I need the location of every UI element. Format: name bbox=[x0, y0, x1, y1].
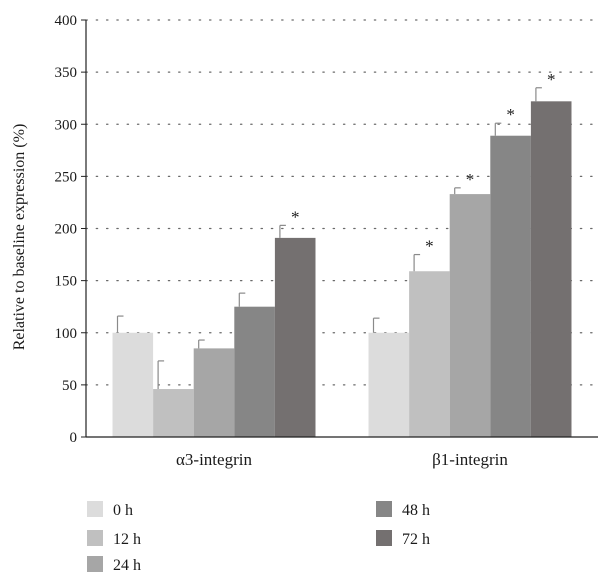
y-tick-label: 400 bbox=[55, 13, 78, 29]
legend-swatch bbox=[376, 530, 392, 546]
y-tick-label: 250 bbox=[55, 169, 78, 185]
bars bbox=[112, 101, 572, 437]
y-tick-label: 50 bbox=[62, 378, 77, 394]
legend-swatch bbox=[376, 501, 392, 517]
legend-label: 24 h bbox=[113, 557, 141, 574]
bar bbox=[490, 135, 531, 437]
legend-swatch bbox=[87, 556, 103, 572]
legend-label: 12 h bbox=[113, 531, 141, 548]
y-tick-label: 300 bbox=[55, 117, 78, 133]
legend-label: 48 h bbox=[402, 502, 430, 519]
y-tick-labels: 0 50 100 150 200 250 300 350 400 bbox=[55, 13, 78, 446]
y-tick-label: 100 bbox=[55, 326, 78, 342]
bar bbox=[368, 332, 410, 437]
bar bbox=[530, 101, 572, 437]
bar bbox=[409, 271, 450, 437]
significance-star: * bbox=[466, 170, 475, 189]
y-tick-label: 0 bbox=[70, 430, 78, 446]
x-category-labels: α3-integrin β1-integrin bbox=[176, 450, 508, 469]
bar bbox=[234, 306, 275, 437]
significance-star: * bbox=[547, 70, 556, 89]
significance-markers: * * * * * bbox=[291, 70, 556, 256]
legend-swatch bbox=[87, 501, 103, 517]
error-bars bbox=[116, 87, 542, 390]
x-category-label: β1-integrin bbox=[432, 450, 508, 469]
legend-label: 72 h bbox=[402, 531, 430, 548]
legend: 0 h 12 h 24 h 48 h 72 h bbox=[87, 501, 430, 574]
y-tick-label: 350 bbox=[55, 65, 78, 81]
significance-star: * bbox=[506, 105, 515, 124]
x-category-label: α3-integrin bbox=[176, 450, 252, 469]
y-tick-label: 200 bbox=[55, 222, 78, 238]
legend-label: 0 h bbox=[113, 502, 133, 519]
legend-swatch bbox=[87, 530, 103, 546]
bar bbox=[112, 332, 154, 437]
bar bbox=[153, 389, 194, 437]
bar bbox=[193, 348, 235, 437]
bar bbox=[449, 194, 491, 437]
significance-star: * bbox=[291, 207, 300, 226]
y-axis-label: Relative to baseline expression (%) bbox=[11, 124, 28, 351]
significance-star: * bbox=[425, 237, 434, 256]
y-tick-label: 150 bbox=[55, 274, 78, 290]
axes bbox=[81, 19, 598, 438]
bar bbox=[274, 237, 316, 437]
